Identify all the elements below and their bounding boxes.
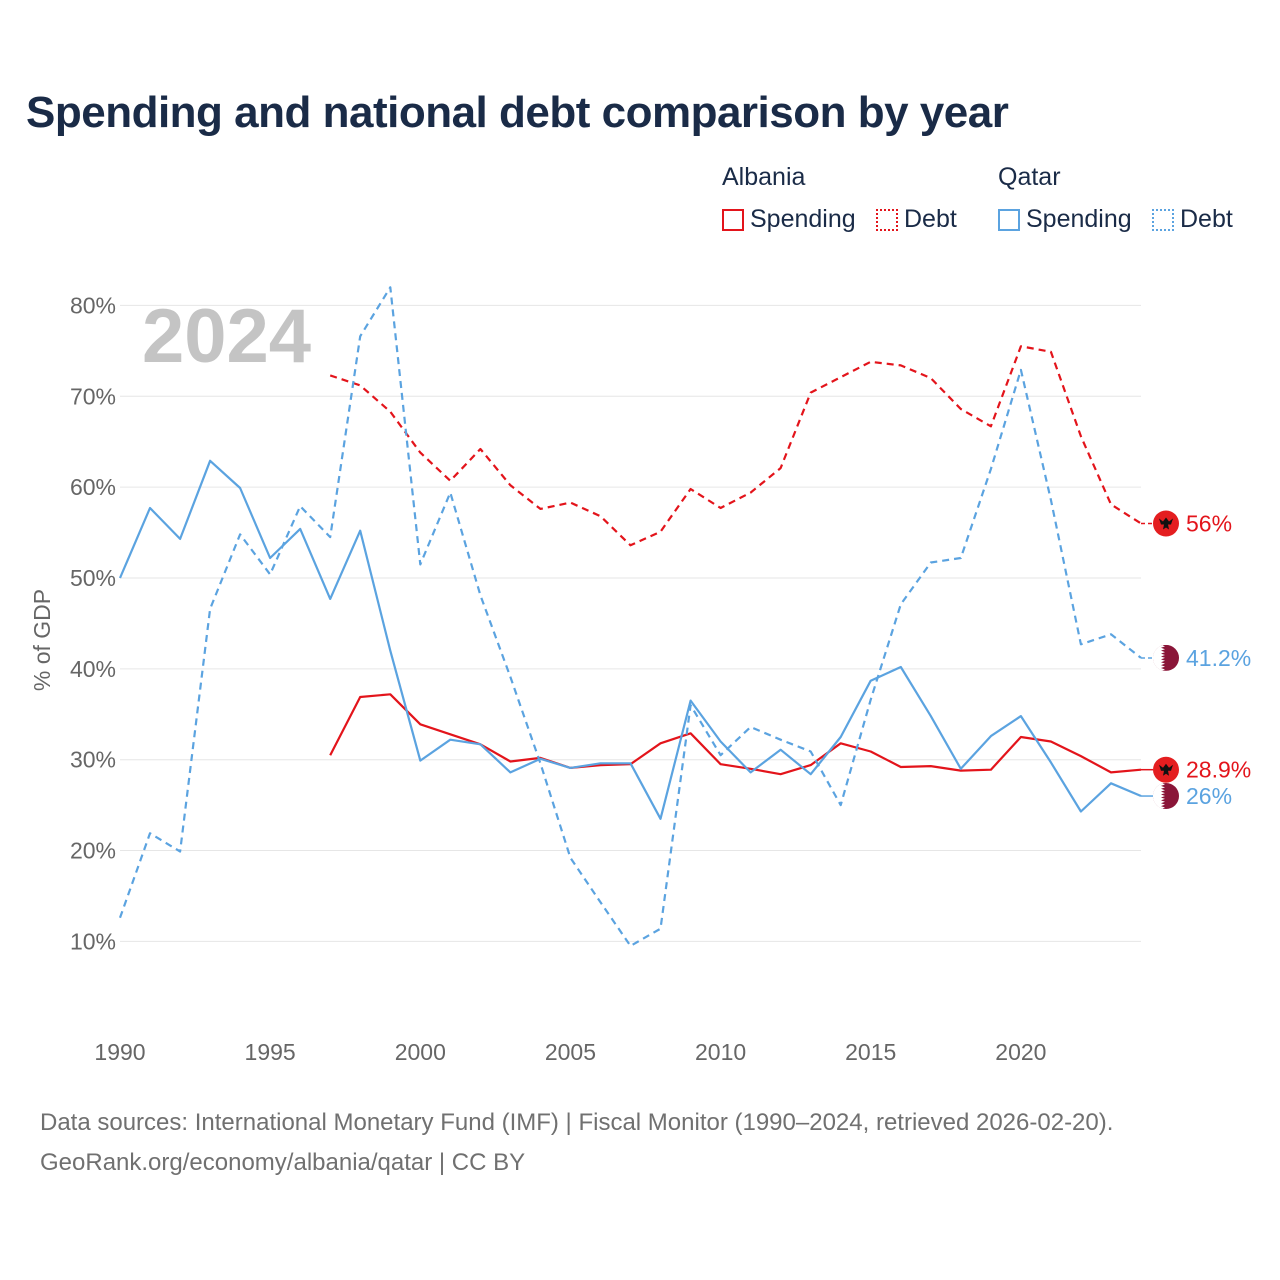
y-tick-label-60: 60% — [70, 474, 116, 500]
series-line-qatar-spending[interactable] — [118, 459, 1142, 820]
year-watermark: 2024 — [142, 294, 311, 379]
legend-swatch-albania-debt — [876, 208, 898, 231]
qatar-flag-icon — [1153, 783, 1179, 809]
albania-flag-icon — [1153, 756, 1179, 783]
legend-swatch-albania-spending — [722, 208, 744, 231]
series-lines — [118, 286, 1142, 948]
end-label-qatar-spending: 26% — [1186, 783, 1232, 809]
legend-qatar-debt[interactable]: Debt — [1152, 205, 1233, 234]
x-tick-label-1990: 1990 — [94, 1039, 145, 1065]
legend-qatar-spending[interactable]: Spending — [998, 205, 1132, 234]
y-tick-label-70: 70% — [70, 383, 116, 409]
x-tick-label-2005: 2005 — [545, 1039, 596, 1065]
end-label-qatar-debt: 41.2% — [1186, 645, 1251, 671]
y-tick-label-30: 30% — [70, 747, 116, 773]
source-note: Data sources: International Monetary Fun… — [40, 1109, 1114, 1136]
axes: 10% 20% 30% 40% 50% 60% 70% 80% 1990 1995 2000 2005… — [70, 292, 1047, 1065]
y-tick-label-80: 80% — [70, 292, 116, 318]
y-tick-label-10: 10% — [70, 928, 116, 954]
x-tick-label-1995: 1995 — [245, 1039, 296, 1065]
legend-swatch-qatar-debt — [1152, 208, 1174, 231]
end-labels: 28.9% 56% 26% 41.2% — [1141, 510, 1251, 809]
end-label-albania-spending: 28.9% — [1186, 757, 1251, 783]
legend-country-albania: Albania — [722, 163, 806, 191]
legend-label-albania-spending: Spending — [750, 205, 856, 233]
grid — [120, 304, 1141, 942]
legend-label-qatar-debt: Debt — [1180, 205, 1233, 233]
y-tick-label-50: 50% — [70, 565, 116, 591]
attribution-link[interactable]: GeoRank.org/economy/albania/qatar | CC B… — [40, 1149, 526, 1176]
y-axis-label: % of GDP — [29, 589, 55, 691]
legend-country-qatar: Qatar — [998, 163, 1061, 191]
series-line-albania-debt[interactable] — [329, 345, 1142, 547]
chart-title: Spending and national debt comparison by… — [26, 88, 1009, 137]
end-label-albania-debt: 56% — [1186, 510, 1232, 536]
x-tick-label-2000: 2000 — [395, 1039, 446, 1065]
albania-flag-icon — [1153, 510, 1179, 537]
legend-swatch-qatar-spending — [998, 208, 1020, 231]
x-tick-label-2010: 2010 — [695, 1039, 746, 1065]
legend-albania-spending[interactable]: Spending — [722, 205, 856, 234]
legend-label-albania-debt: Debt — [904, 205, 957, 233]
x-tick-label-2015: 2015 — [845, 1039, 896, 1065]
qatar-flag-icon — [1153, 644, 1179, 671]
y-tick-label-40: 40% — [70, 656, 116, 682]
y-tick-label-20: 20% — [70, 838, 116, 864]
legend-label-qatar-spending: Spending — [1026, 205, 1132, 233]
x-tick-label-2020: 2020 — [995, 1039, 1046, 1065]
series-line-albania-spending[interactable] — [329, 693, 1142, 776]
series-line-qatar-debt[interactable] — [118, 286, 1142, 948]
legend-albania-debt[interactable]: Debt — [876, 205, 957, 234]
